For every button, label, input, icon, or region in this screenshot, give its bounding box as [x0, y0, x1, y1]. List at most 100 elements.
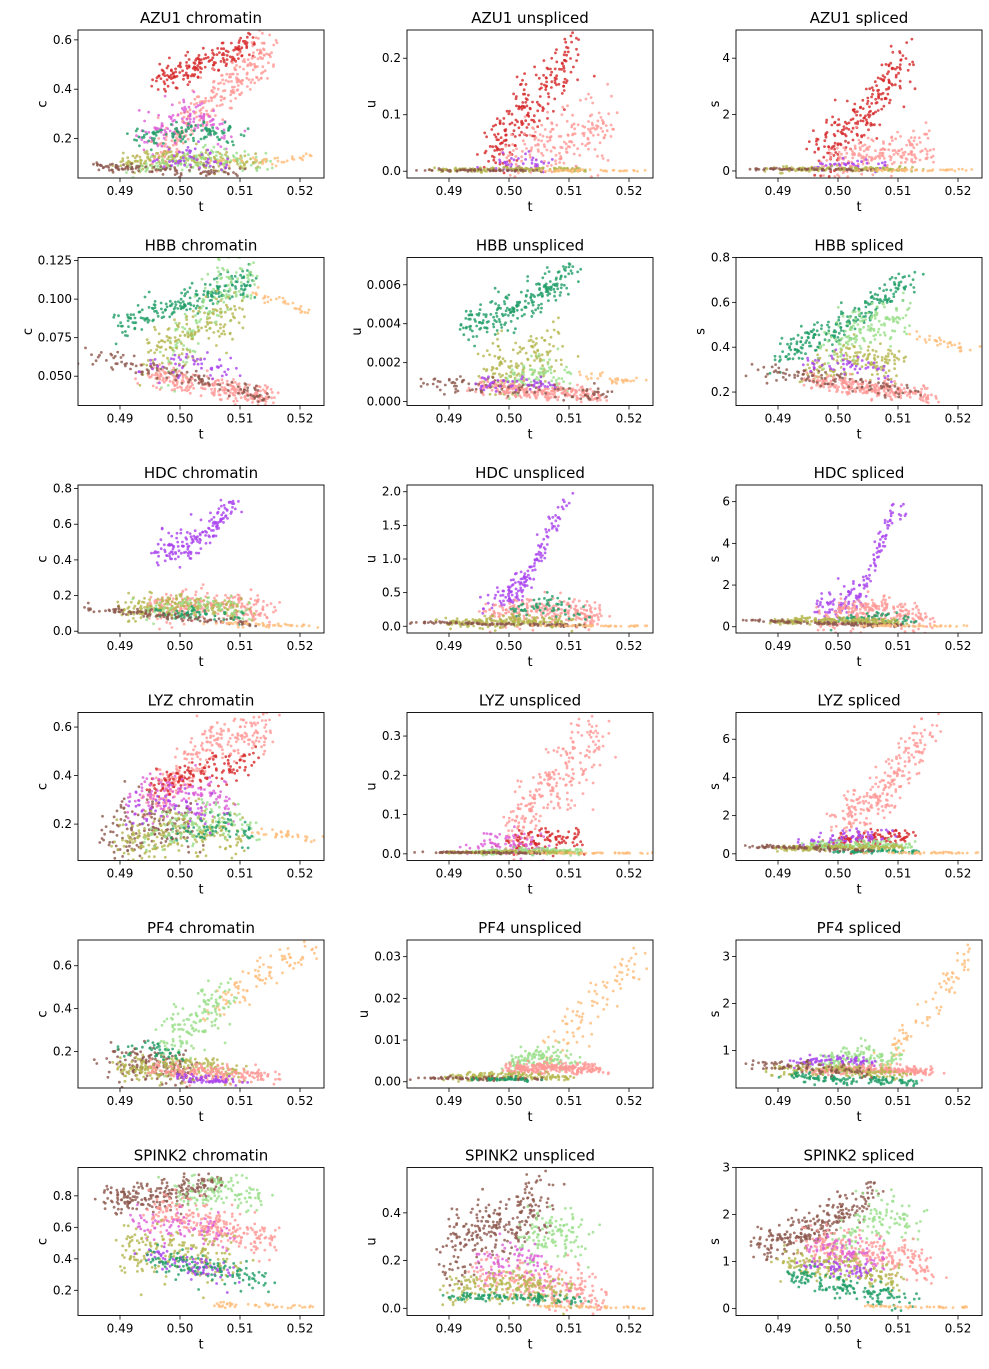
data-point — [548, 358, 551, 361]
data-point — [493, 333, 497, 336]
data-point — [893, 282, 897, 286]
data-point — [785, 164, 788, 168]
data-point — [173, 318, 176, 322]
data-point — [547, 286, 551, 289]
data-point — [168, 150, 171, 154]
data-point — [215, 150, 218, 154]
data-point — [825, 159, 829, 162]
data-point — [872, 327, 876, 331]
data-point — [579, 267, 583, 271]
data-point — [571, 133, 574, 137]
data-point — [825, 118, 829, 122]
data-point — [544, 392, 547, 395]
data-point — [181, 156, 185, 160]
data-point — [153, 358, 157, 361]
data-point — [605, 395, 608, 398]
data-point — [199, 394, 203, 398]
data-point — [554, 298, 558, 302]
data-point — [536, 306, 540, 310]
data-point — [590, 372, 593, 376]
data-point — [544, 88, 548, 91]
data-point — [196, 304, 199, 308]
data-point — [535, 395, 538, 399]
data-point — [554, 359, 558, 362]
data-point — [524, 393, 528, 397]
data-point — [899, 58, 903, 61]
data-point — [836, 146, 839, 150]
data-point — [861, 98, 865, 102]
data-point — [260, 57, 263, 60]
data-point — [864, 156, 867, 159]
data-point — [875, 84, 878, 87]
data-point — [221, 78, 225, 82]
data-point — [531, 303, 535, 307]
data-point — [252, 51, 255, 55]
data-point — [255, 274, 259, 278]
data-point — [898, 51, 902, 55]
data-point — [527, 114, 531, 118]
data-point — [222, 131, 226, 135]
data-point — [611, 169, 615, 172]
data-point — [239, 396, 243, 400]
data-point — [543, 395, 547, 399]
data-point — [518, 374, 522, 378]
data-point — [905, 158, 909, 161]
data-point — [251, 36, 255, 39]
data-point — [176, 376, 180, 380]
data-point — [546, 164, 549, 168]
data-point — [290, 155, 294, 159]
data-point — [596, 390, 600, 394]
data-point — [238, 267, 242, 270]
data-point — [494, 135, 498, 139]
data-point — [788, 345, 792, 348]
data-point — [299, 311, 303, 314]
data-point — [498, 119, 502, 123]
data-point — [185, 64, 189, 68]
data-point — [599, 126, 603, 130]
data-point — [914, 168, 918, 172]
data-point — [498, 384, 502, 388]
data-point — [152, 165, 156, 169]
data-point — [183, 303, 187, 307]
data-point — [886, 355, 890, 358]
data-point — [273, 396, 276, 399]
data-point — [276, 159, 280, 163]
data-point — [545, 80, 548, 84]
data-point — [178, 71, 182, 74]
data-point — [162, 354, 165, 357]
data-point — [473, 169, 476, 173]
data-point — [836, 336, 840, 339]
data-point — [199, 108, 203, 112]
data-point — [186, 74, 190, 78]
data-point — [506, 394, 510, 398]
data-point — [198, 153, 201, 157]
data-point — [484, 383, 488, 387]
data-point — [879, 148, 883, 152]
data-point — [518, 300, 522, 304]
data-point — [518, 165, 521, 169]
data-point — [820, 324, 824, 327]
data-point — [519, 83, 522, 86]
data-point — [479, 170, 483, 174]
data-point — [150, 306, 154, 310]
data-point — [199, 160, 203, 164]
data-point — [492, 169, 496, 173]
data-point — [246, 386, 250, 390]
data-point — [184, 107, 188, 111]
data-point — [495, 329, 499, 332]
data-point — [825, 121, 828, 124]
data-point — [899, 155, 903, 159]
data-point — [485, 330, 489, 334]
data-point — [566, 46, 570, 50]
data-point — [880, 358, 884, 362]
data-point — [97, 168, 101, 172]
data-point — [541, 276, 545, 280]
data-point — [203, 357, 206, 361]
data-point — [261, 160, 265, 164]
data-point — [474, 390, 477, 394]
data-point — [546, 140, 550, 143]
data-point — [545, 289, 549, 293]
data-point — [257, 385, 261, 388]
data-point — [436, 379, 440, 383]
data-point — [520, 362, 523, 365]
